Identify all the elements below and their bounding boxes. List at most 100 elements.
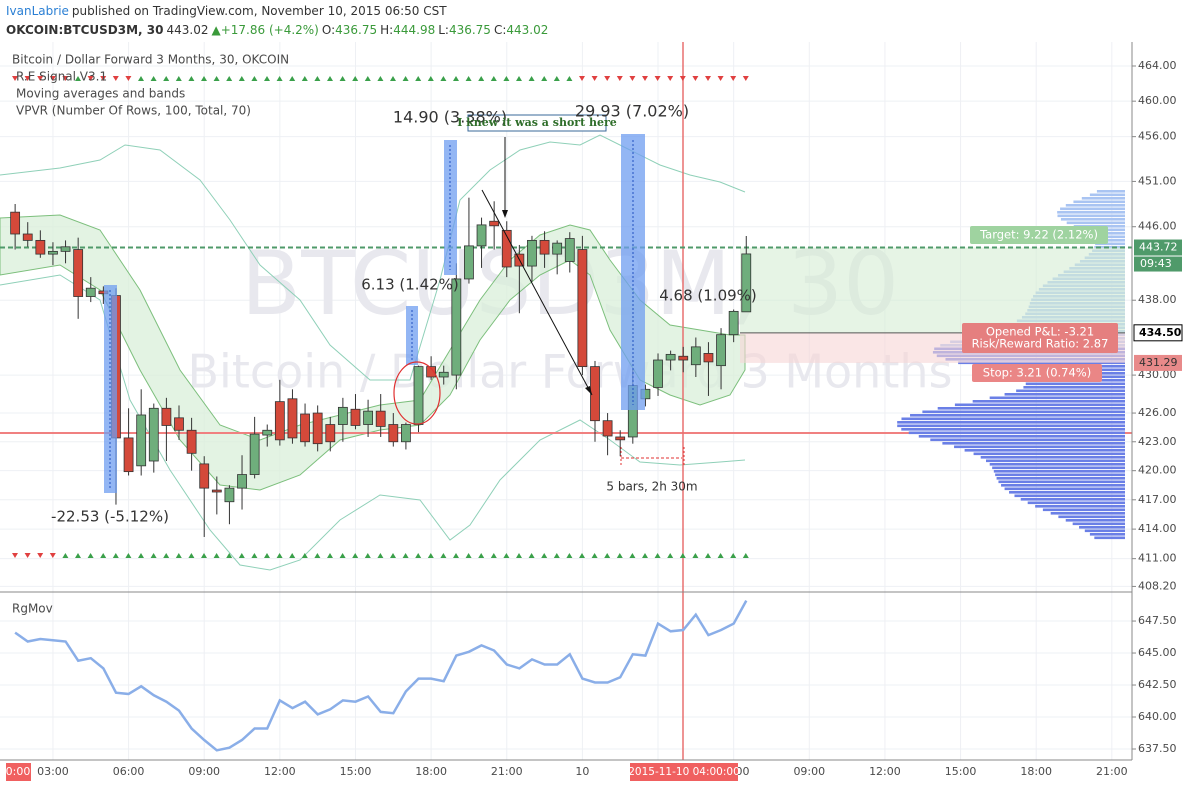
candle-body xyxy=(590,366,600,422)
candle-body xyxy=(552,242,563,255)
signal xyxy=(352,76,359,81)
signal xyxy=(314,553,321,558)
candle-body xyxy=(476,224,487,247)
price-label-box xyxy=(1133,324,1183,342)
volume-profile-bar xyxy=(995,473,1125,477)
indicator-name: VPVR (Number Of Rows, 100, Total, 70) xyxy=(16,104,251,118)
y-tick-label: 438.00 xyxy=(1138,293,1177,306)
signal xyxy=(49,76,56,81)
ohlc-key: L: xyxy=(438,23,449,37)
signal xyxy=(201,553,207,558)
x-tick-label: 15:00 xyxy=(945,765,977,778)
volume-profile-bar xyxy=(1072,522,1125,526)
signal xyxy=(238,76,245,81)
signal xyxy=(62,76,69,81)
signal xyxy=(327,76,333,81)
signal xyxy=(730,76,737,81)
signal xyxy=(490,76,497,81)
highlight-ellipse xyxy=(393,361,441,425)
candle-body xyxy=(615,436,626,441)
volume-profile-bar xyxy=(930,438,1125,442)
symbol: OKCOIN:BTCUSD3M, 30 xyxy=(6,23,164,37)
candle-body xyxy=(123,437,134,473)
volume-profile-bar xyxy=(1060,207,1125,211)
signal xyxy=(138,76,144,81)
price-label: 443.72 xyxy=(1139,241,1178,254)
signal xyxy=(163,76,170,81)
volume-profile-bar xyxy=(992,466,1125,470)
author[interactable]: IvanLabrie xyxy=(6,4,69,18)
volume-profile-bar xyxy=(1023,386,1125,389)
signal xyxy=(226,76,233,81)
signal xyxy=(553,553,560,558)
volume-profile-bar xyxy=(1014,494,1125,498)
signal xyxy=(100,553,107,558)
signal xyxy=(415,553,422,558)
volume-profile-bar xyxy=(1065,204,1125,207)
volume-profile-bar xyxy=(1065,519,1125,522)
signal xyxy=(327,553,333,558)
volume-profile-bar xyxy=(1060,218,1125,221)
annotation: 5 bars, 2h 30m xyxy=(606,480,697,494)
volume-profile-bar xyxy=(1089,533,1125,536)
ohlc-value: 443.02 xyxy=(506,23,549,37)
volume-profile-bar xyxy=(1091,235,1125,239)
volume-profile-bar xyxy=(1057,214,1125,218)
ohlc: O:436.75 H:444.98 L:436.75 C:443.02 xyxy=(322,23,552,37)
candle-body xyxy=(148,407,159,462)
volume-profile-bar xyxy=(942,442,1125,445)
signal xyxy=(465,553,472,558)
measure-box xyxy=(444,140,457,275)
candle-body xyxy=(337,406,348,425)
position-label: Target: 9.22 (2.12%) xyxy=(979,228,1098,242)
signal xyxy=(175,76,182,81)
signal xyxy=(490,553,497,558)
candle-body xyxy=(564,238,575,262)
signal xyxy=(364,553,371,558)
y-tick-label: 414.00 xyxy=(1138,522,1177,535)
signal xyxy=(541,553,548,558)
volume-profile-bar xyxy=(901,428,1125,431)
y-tick-label: 456.00 xyxy=(1138,130,1177,143)
signal xyxy=(692,76,699,81)
signal xyxy=(667,553,674,558)
signal xyxy=(528,76,535,81)
signal xyxy=(415,76,422,81)
ma-ribbon xyxy=(0,214,746,491)
crosshair-label-box xyxy=(6,763,31,781)
position-label: Opened P&L: -3.21 xyxy=(986,325,1094,339)
y-tick-label: 411.00 xyxy=(1138,552,1177,565)
candle-body xyxy=(325,424,336,443)
x-tick-label: 06:00 xyxy=(113,765,145,778)
header: IvanLabrie published on TradingView.com, … xyxy=(6,2,554,40)
y-tick-label: 637.50 xyxy=(1138,742,1177,755)
signal xyxy=(717,553,724,558)
arrow-head xyxy=(502,210,508,218)
quote-row: OKCOIN:BTCUSD3M, 30 443.02 ▲+17.86 (+4.2%)… xyxy=(6,21,554,40)
candle-body xyxy=(678,355,689,361)
signal xyxy=(226,553,233,558)
signal xyxy=(390,553,396,558)
signal xyxy=(528,553,535,558)
volume-profile-bar xyxy=(1009,491,1125,494)
signal xyxy=(390,76,396,81)
volume-profile-bar xyxy=(1004,393,1125,396)
candle-body xyxy=(60,246,71,252)
signal xyxy=(150,76,157,81)
signal xyxy=(339,553,346,558)
signal xyxy=(314,76,321,81)
x-tick-label: 12:00 xyxy=(869,765,901,778)
signal xyxy=(87,553,94,558)
signal xyxy=(62,553,69,558)
signal xyxy=(516,553,522,558)
volume-profile-bar xyxy=(1089,193,1125,197)
signal xyxy=(301,553,308,558)
candle-body xyxy=(501,229,512,268)
signal xyxy=(150,553,157,558)
signal xyxy=(163,553,170,558)
signal xyxy=(188,76,195,81)
candle-body xyxy=(577,249,588,368)
candle-body xyxy=(300,413,310,443)
signal xyxy=(629,553,636,558)
